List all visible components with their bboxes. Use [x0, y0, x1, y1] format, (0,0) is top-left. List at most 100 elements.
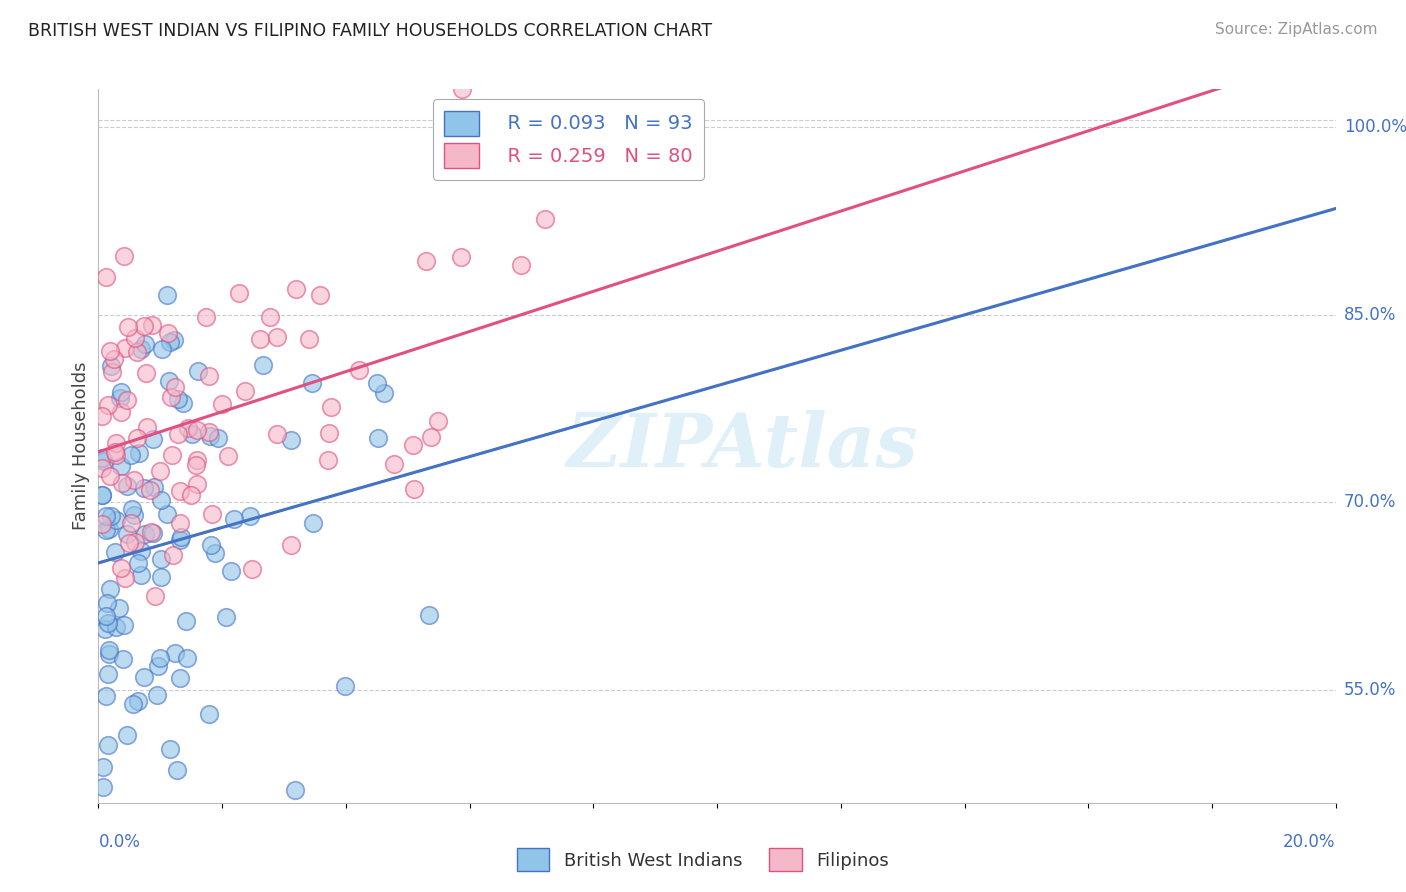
- Point: [198, 706, 221, 721]
- Point: [533, 212, 555, 227]
- Point: [101, 365, 124, 379]
- Text: BRITISH WEST INDIAN VS FILIPINO FAMILY HOUSEHOLDS CORRELATION CHART: BRITISH WEST INDIAN VS FILIPINO FAMILY H…: [28, 22, 713, 40]
- Point: [104, 545, 127, 559]
- Point: [90, 450, 112, 465]
- Point: [96, 523, 118, 537]
- Point: [163, 379, 186, 393]
- Point: [93, 454, 115, 468]
- Point: [110, 458, 132, 473]
- Text: ZIPAtlas: ZIPAtlas: [567, 409, 918, 483]
- Point: [150, 551, 173, 566]
- Point: [156, 326, 179, 341]
- Point: [404, 483, 426, 497]
- Text: Source: ZipAtlas.com: Source: ZipAtlas.com: [1215, 22, 1378, 37]
- Point: [94, 689, 117, 703]
- Point: [366, 376, 388, 391]
- Text: 20.0%: 20.0%: [1284, 833, 1336, 851]
- Point: [97, 738, 120, 752]
- Point: [104, 448, 127, 462]
- Point: [97, 667, 120, 681]
- Point: [114, 618, 136, 632]
- Point: [163, 334, 186, 348]
- Point: [219, 564, 242, 578]
- Point: [98, 468, 121, 483]
- Point: [169, 533, 191, 548]
- Point: [135, 366, 157, 380]
- Point: [167, 427, 190, 442]
- Point: [159, 335, 181, 350]
- Point: [252, 358, 274, 372]
- Point: [122, 474, 145, 488]
- Point: [114, 342, 136, 356]
- Point: [105, 436, 128, 450]
- Point: [110, 561, 132, 575]
- Point: [127, 557, 149, 571]
- Point: [124, 331, 146, 345]
- Point: [200, 429, 222, 443]
- Point: [177, 421, 200, 435]
- Point: [204, 546, 226, 560]
- Point: [94, 608, 117, 623]
- Point: [118, 536, 141, 550]
- Point: [96, 597, 118, 611]
- Point: [222, 512, 245, 526]
- Point: [125, 431, 148, 445]
- Point: [129, 567, 152, 582]
- Point: [316, 453, 339, 467]
- Point: [132, 670, 155, 684]
- Point: [149, 464, 172, 478]
- Point: [149, 570, 172, 584]
- Point: [114, 571, 136, 585]
- Point: [91, 780, 114, 795]
- Point: [104, 513, 127, 527]
- Point: [149, 493, 172, 508]
- Point: [266, 329, 288, 343]
- Point: [90, 487, 112, 501]
- Point: [97, 522, 120, 536]
- Point: [215, 610, 238, 624]
- Point: [156, 288, 179, 302]
- Point: [97, 615, 120, 630]
- Point: [98, 343, 121, 358]
- Point: [382, 458, 405, 472]
- Point: [110, 385, 132, 400]
- Point: [103, 352, 125, 367]
- Point: [321, 400, 343, 414]
- Point: [93, 760, 115, 774]
- Point: [239, 508, 262, 523]
- Point: [90, 460, 112, 475]
- Point: [180, 488, 202, 502]
- Point: [451, 82, 474, 96]
- Point: [104, 445, 127, 459]
- Point: [98, 647, 121, 661]
- Point: [200, 538, 222, 552]
- Point: [186, 458, 208, 473]
- Point: [124, 508, 146, 523]
- Point: [100, 359, 122, 373]
- Point: [120, 516, 142, 530]
- Point: [104, 620, 127, 634]
- Point: [129, 544, 152, 558]
- Point: [108, 600, 131, 615]
- Point: [240, 562, 263, 576]
- Point: [280, 433, 302, 447]
- Point: [90, 517, 112, 532]
- Point: [217, 449, 239, 463]
- Point: [165, 646, 187, 660]
- Point: [347, 363, 370, 377]
- Point: [228, 285, 250, 300]
- Point: [112, 248, 135, 262]
- Point: [138, 483, 160, 497]
- Point: [207, 431, 229, 445]
- Point: [134, 527, 156, 541]
- Point: [186, 453, 208, 467]
- Point: [134, 337, 156, 351]
- Point: [121, 697, 143, 711]
- Point: [301, 376, 323, 391]
- Point: [259, 310, 281, 324]
- Point: [198, 425, 221, 439]
- Point: [169, 516, 191, 530]
- Point: [115, 527, 138, 541]
- Text: 100.0%: 100.0%: [1344, 118, 1406, 136]
- Point: [111, 476, 134, 491]
